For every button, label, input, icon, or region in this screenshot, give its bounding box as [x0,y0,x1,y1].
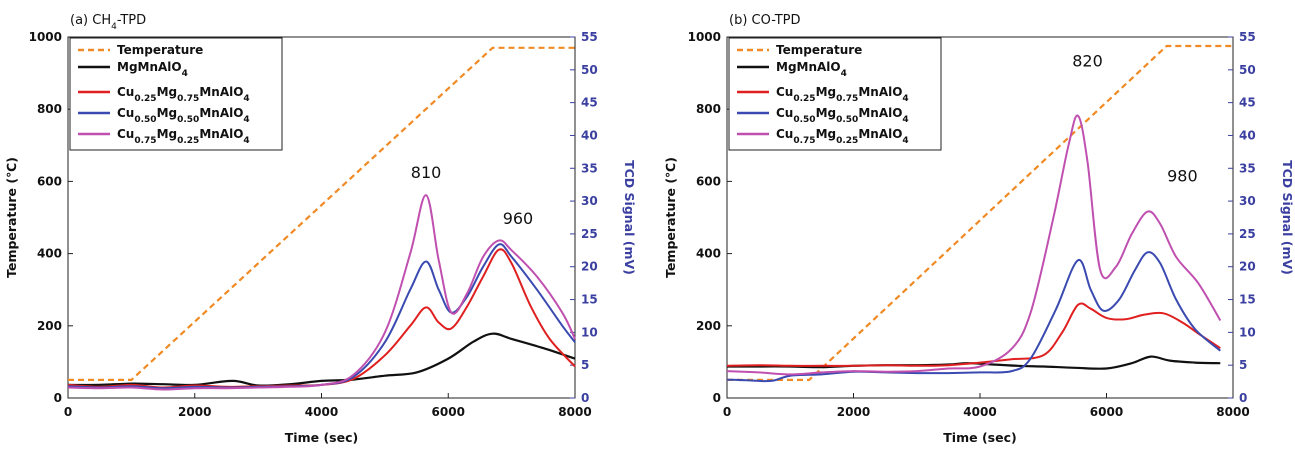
chart-b-legend-label-cu025: Cu0.25Mg0.75MnAlO4 [776,85,909,104]
chart-b-y2tick-label: 20 [1239,260,1256,274]
chart-a-ytick-label: 1000 [29,30,62,44]
chart-b-xtick-label: 6000 [1090,405,1123,419]
chart-a-ytick-label: 0 [54,391,62,405]
chart-a-series-cu075 [67,194,576,391]
chart-a-xtick-label: 8000 [558,405,591,419]
chart-a-y2tick-label: 30 [581,194,598,208]
chart-b-legend-label-temperature: Temperature [776,43,862,57]
chart-b-legend-label-mgmnalo4: MgMnAlO4 [776,60,847,79]
chart-b-xtick-label: 0 [723,405,731,419]
chart-a-legend-label-cu075: Cu0.75Mg0.25MnAlO4 [117,127,250,146]
chart-b-y2tick-label: 45 [1239,96,1256,110]
chart-b: 0 2000 4000 6000 800002004006008001000051015… [663,13,1295,445]
chart-b-y2tick-label: 25 [1239,227,1256,241]
chart-a: 0 2000 4000 6000 800002004006008001000051015… [4,13,637,445]
chart-b-legend-label-cu075: Cu0.75Mg0.25MnAlO4 [776,127,909,146]
chart-a-xtick-label: 6000 [432,405,465,419]
chart-a-peak-label: 810 [411,163,442,182]
chart-b-y2tick-label: 50 [1239,63,1256,77]
chart-b-ytick-label: 600 [696,174,721,188]
chart-a-y2label: TCD Signal (mV) [622,160,637,275]
chart-b-ytick-label: 0 [713,391,721,405]
chart-a-y2tick-label: 35 [581,161,598,175]
chart-a-xlabel: Time (sec) [285,430,358,445]
chart-a-y2tick-label: 45 [581,96,598,110]
chart-a-xtick-label: 0 [64,405,72,419]
chart-a-title: (a) CH4-TPD [70,13,146,32]
chart-b-series-cu025 [726,302,1221,367]
chart-b-legend-box [728,37,942,151]
chart-a-series-cu050 [67,243,576,390]
chart-b-ytick-label: 400 [696,247,721,261]
chart-b-ytick-label: 800 [696,102,721,116]
chart-a-y2tick-label: 5 [581,358,589,372]
chart-b-xtick-label: 8000 [1216,405,1249,419]
chart-a-ylabel: Temperature (℃) [4,157,19,278]
chart-b-legend-label-cu050: Cu0.50Mg0.50MnAlO4 [776,106,909,125]
chart-a-legend-label-mgmnalo4: MgMnAlO4 [117,60,188,79]
chart-b-y2tick-label: 40 [1239,128,1256,142]
chart-b-y2tick-label: 30 [1239,194,1256,208]
chart-a-legend-label-cu050: Cu0.50Mg0.50MnAlO4 [117,106,250,125]
chart-a-legend-label-temperature: Temperature [117,43,203,57]
chart-b-y2tick-label: 10 [1239,325,1256,339]
chart-b-y2tick-label: 15 [1239,293,1256,307]
chart-a-ytick-label: 800 [37,102,62,116]
chart-a-temperature-line [68,46,575,381]
chart-b-y2tick-label: 35 [1239,161,1256,175]
chart-b-ytick-label: 1000 [688,30,721,44]
chart-b-series-cu075 [726,114,1222,376]
chart-b-y2tick-label: 55 [1239,30,1256,44]
chart-b-xtick-label: 4000 [963,405,996,419]
chart-b-y2tick-label: 5 [1239,358,1247,372]
chart-b-title: (b) CO-TPD [729,13,801,28]
chart-a-ytick-label: 600 [37,174,62,188]
chart-b-y2tick-label: 0 [1239,391,1247,405]
chart-a-xtick-label: 2000 [178,405,211,419]
chart-a-series-cu025 [67,248,576,389]
chart-b-peak-label: 820 [1072,52,1103,71]
chart-a-ytick-label: 400 [37,247,62,261]
chart-b-series-mgmnalo4 [726,355,1221,370]
chart-a-series-mgmnalo4 [67,332,576,387]
chart-b-peak-label: 980 [1167,166,1198,185]
chart-a-peak-label: 960 [503,209,534,228]
chart-a-y2tick-label: 20 [581,260,598,274]
chart-b-temperature-line [727,44,1233,381]
chart-b-ylabel: Temperature (℃) [663,157,678,278]
chart-b-ytick-label: 200 [696,319,721,333]
chart-a-legend-label-cu025: Cu0.25Mg0.75MnAlO4 [117,85,250,104]
chart-a-y2tick-label: 0 [581,391,589,405]
chart-b-y2label: TCD Signal (mV) [1280,160,1295,275]
chart-a-legend-box [69,37,283,151]
chart-a-y2tick-label: 10 [581,325,598,339]
chart-a-xtick-label: 4000 [305,405,338,419]
chart-a-y2tick-label: 25 [581,227,598,241]
chart-a-y2tick-label: 50 [581,63,598,77]
chart-b-xtick-label: 2000 [837,405,870,419]
chart-b-series-cu050 [726,251,1221,383]
chart-a-ytick-label: 200 [37,319,62,333]
chart-b-xlabel: Time (sec) [943,430,1016,445]
chart-a-y2tick-label: 55 [581,30,598,44]
chart-a-y2tick-label: 15 [581,293,598,307]
chart-a-y2tick-label: 40 [581,128,598,142]
